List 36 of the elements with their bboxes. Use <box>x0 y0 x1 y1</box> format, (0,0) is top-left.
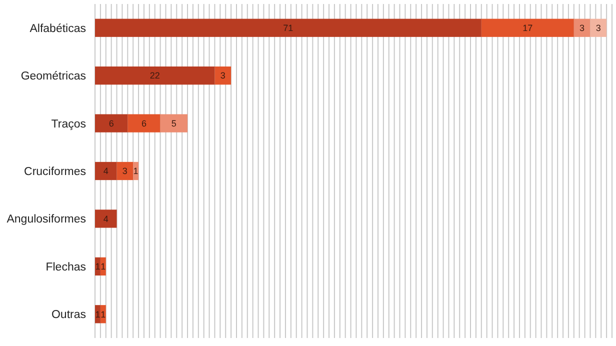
y-tick-label: Angulosiformes <box>6 214 86 226</box>
y-tick-label: Alfabéticas <box>30 22 86 35</box>
bar <box>116 162 134 180</box>
data-label: 17 <box>522 23 533 34</box>
bar <box>95 114 128 132</box>
bar <box>95 162 117 180</box>
data-label: 4 <box>103 214 108 224</box>
y-tick-label: Geométricas <box>20 70 86 83</box>
bar <box>95 210 117 228</box>
data-label: 1 <box>95 309 100 320</box>
data-label: 22 <box>150 70 160 81</box>
bar <box>481 18 574 37</box>
bar <box>214 66 232 85</box>
data-label: 1 <box>133 166 138 176</box>
data-label: 1 <box>100 262 106 272</box>
data-label: 6 <box>108 118 114 128</box>
data-label: 3 <box>596 23 601 34</box>
data-label: 4 <box>103 166 108 176</box>
bar <box>590 18 607 37</box>
y-tick-label: Flechas <box>46 261 86 274</box>
data-label: 1 <box>100 309 106 320</box>
bar <box>95 66 215 85</box>
data-label: 71 <box>283 23 294 34</box>
data-label: 3 <box>122 166 128 176</box>
data-label: 3 <box>580 23 585 34</box>
bar <box>95 18 482 37</box>
data-label: 3 <box>220 70 226 81</box>
y-tick-label: Traços <box>51 118 86 130</box>
data-label: 6 <box>141 118 146 128</box>
bar <box>128 114 160 132</box>
bar <box>160 114 188 132</box>
data-label: 5 <box>171 118 176 128</box>
y-tick-label: Cruciformes <box>24 166 86 178</box>
y-tick-label: Outras <box>51 309 86 322</box>
bar <box>574 18 590 37</box>
data-label: 1 <box>95 262 100 272</box>
